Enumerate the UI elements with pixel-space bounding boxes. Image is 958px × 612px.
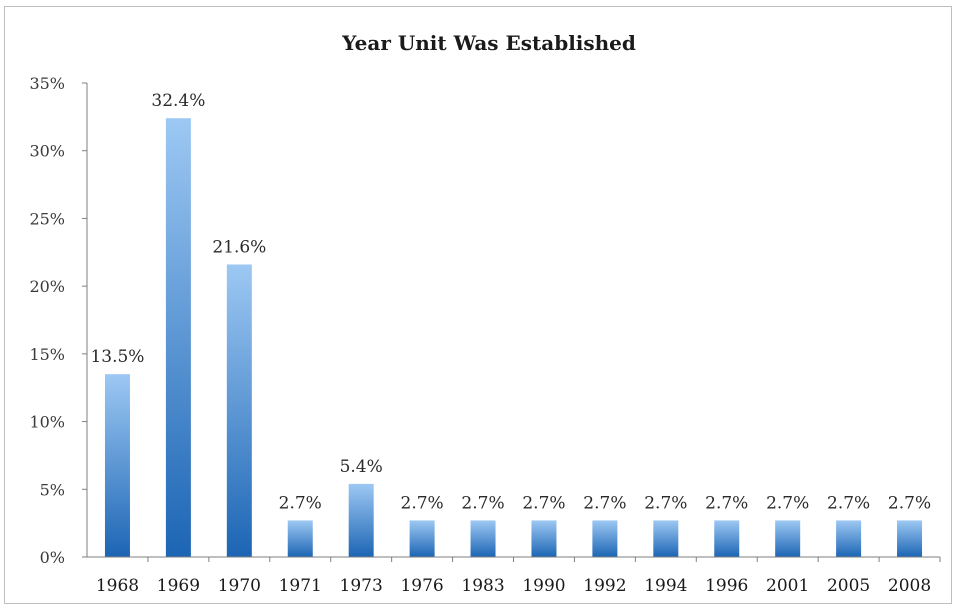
y-tick-label: 5%: [40, 480, 65, 499]
data-label-1969: 32.4%: [151, 91, 205, 111]
x-tick-label: 2005: [827, 576, 870, 596]
x-tick-label: 1969: [157, 576, 200, 596]
x-tick-label: 1990: [522, 576, 565, 596]
x-tick-label: 2008: [888, 576, 931, 596]
bar-1969: [165, 118, 191, 557]
bar-1970: [226, 264, 252, 557]
data-label-1968: 13.5%: [90, 347, 144, 367]
data-label-1990: 2.7%: [522, 493, 565, 513]
data-label-1976: 2.7%: [401, 493, 444, 513]
bar-1983: [470, 520, 496, 557]
data-label-1970: 21.6%: [212, 237, 266, 257]
x-tick-label: 1996: [705, 576, 748, 596]
x-tick-label: 1983: [461, 576, 504, 596]
x-tick-label: 1971: [279, 576, 322, 596]
chart-title: Year Unit Was Established: [341, 31, 636, 55]
data-label-1983: 2.7%: [461, 493, 504, 513]
bar-1968: [104, 374, 130, 557]
bar-1992: [592, 520, 618, 557]
x-tick-label: 1992: [583, 576, 626, 596]
y-tick-label: 35%: [29, 74, 65, 93]
x-tick-label: 1976: [400, 576, 443, 596]
y-axis: 0% 5% 10% 15% 20% 25% 30% 35%: [29, 74, 88, 567]
y-tick-label: 0%: [40, 548, 65, 567]
x-tick-label: 1973: [340, 576, 383, 596]
y-tick-label: 15%: [29, 345, 65, 364]
data-label-1992: 2.7%: [583, 493, 626, 513]
x-tick-label: 1970: [218, 576, 261, 596]
data-label-2008: 2.7%: [888, 493, 931, 513]
bar-1994: [653, 520, 679, 557]
x-tick-label: 1968: [96, 576, 139, 596]
bars: [104, 118, 923, 557]
y-tick-label: 25%: [29, 209, 65, 228]
chart-frame: [4, 6, 952, 604]
bar-2005: [836, 520, 862, 557]
x-axis: 1968 1969 1970 1971 1973 1976 1983 1990 1992 1994…: [87, 556, 941, 596]
data-label-1994: 2.7%: [644, 493, 687, 513]
bar-1973: [348, 483, 374, 557]
x-tick-label: 1994: [644, 576, 687, 596]
bar-1976: [409, 520, 435, 557]
data-label-2001: 2.7%: [766, 493, 809, 513]
bar-1990: [531, 520, 557, 557]
x-tick-label: 2001: [766, 576, 809, 596]
bar-1996: [714, 520, 740, 557]
y-tick-label: 20%: [29, 277, 65, 296]
data-label-1971: 2.7%: [279, 493, 322, 513]
bar-2008: [897, 520, 923, 557]
bar-1971: [287, 520, 313, 557]
data-label-1996: 2.7%: [705, 493, 748, 513]
data-labels: 13.5% 32.4% 21.6% 2.7% 5.4% 2.7% 2.7% 2.7% 2.7% 2…: [90, 91, 931, 513]
data-label-1973: 5.4%: [340, 457, 383, 477]
y-tick-label: 30%: [29, 142, 65, 161]
data-label-2005: 2.7%: [827, 493, 870, 513]
y-tick-label: 10%: [29, 413, 65, 432]
bar-2001: [775, 520, 801, 557]
